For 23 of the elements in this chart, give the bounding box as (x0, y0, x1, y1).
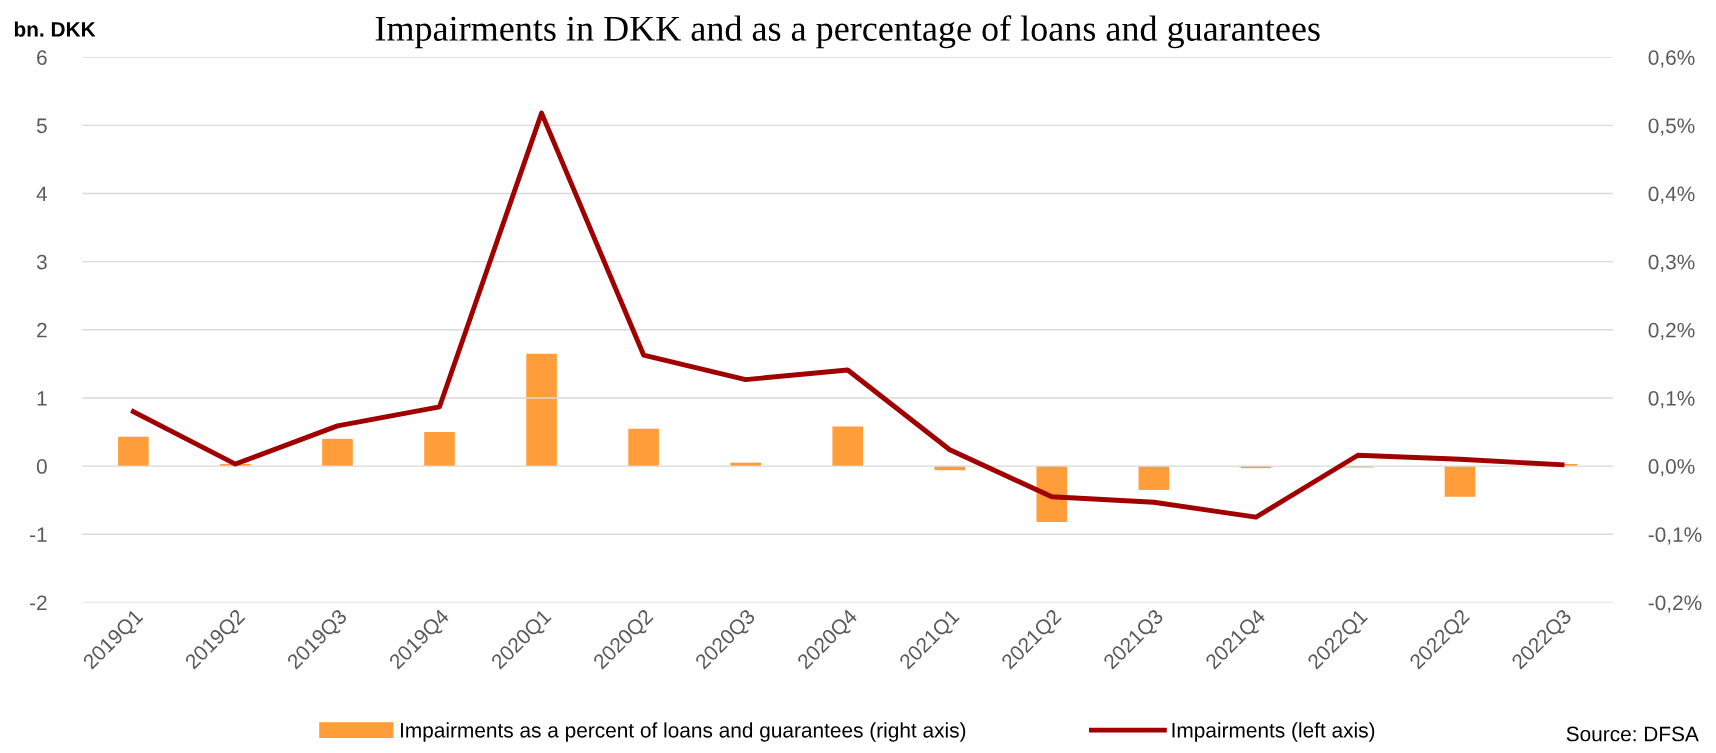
y2-tick-label: 0,6% (1648, 50, 1695, 68)
y-tick-label: 4 (36, 186, 48, 202)
y2-tick-label: 0,0% (1648, 459, 1695, 477)
y2-tick-label: 0,1% (1648, 390, 1695, 409)
y2-tick-label: 0,2% (1648, 322, 1695, 341)
y2-tick-label: -0,1% (1648, 527, 1702, 545)
y-tick-label: 5 (36, 118, 47, 134)
chart-title: Impairments in DKK and as a percentage of loans and guarantees (375, 15, 1320, 49)
legend-label: Impairments as a percent of loans and guarantees (right axis) (400, 722, 966, 742)
legend-label: Impairments (left axis) (1172, 722, 1375, 742)
y-tick-label: 6 (37, 50, 47, 65)
y2-tick-label: 0,4% (1648, 186, 1695, 204)
y2-tick-label: 0,5% (1648, 118, 1695, 136)
y2-tick-label: -0,2% (1648, 595, 1702, 613)
y-tick-label: -2 (30, 595, 47, 610)
source-note: Source: DFSA (1566, 726, 1699, 742)
y-tick-label: 0 (36, 459, 47, 474)
y-axis-title: bn. DKK (14, 21, 96, 37)
y-tick-label: 2 (37, 322, 47, 338)
y-tick-label: 1 (37, 391, 47, 406)
y-tick-label: -1 (30, 527, 47, 542)
y-tick-label: 3 (36, 254, 47, 270)
y2-tick-label: 0,3% (1648, 254, 1695, 272)
